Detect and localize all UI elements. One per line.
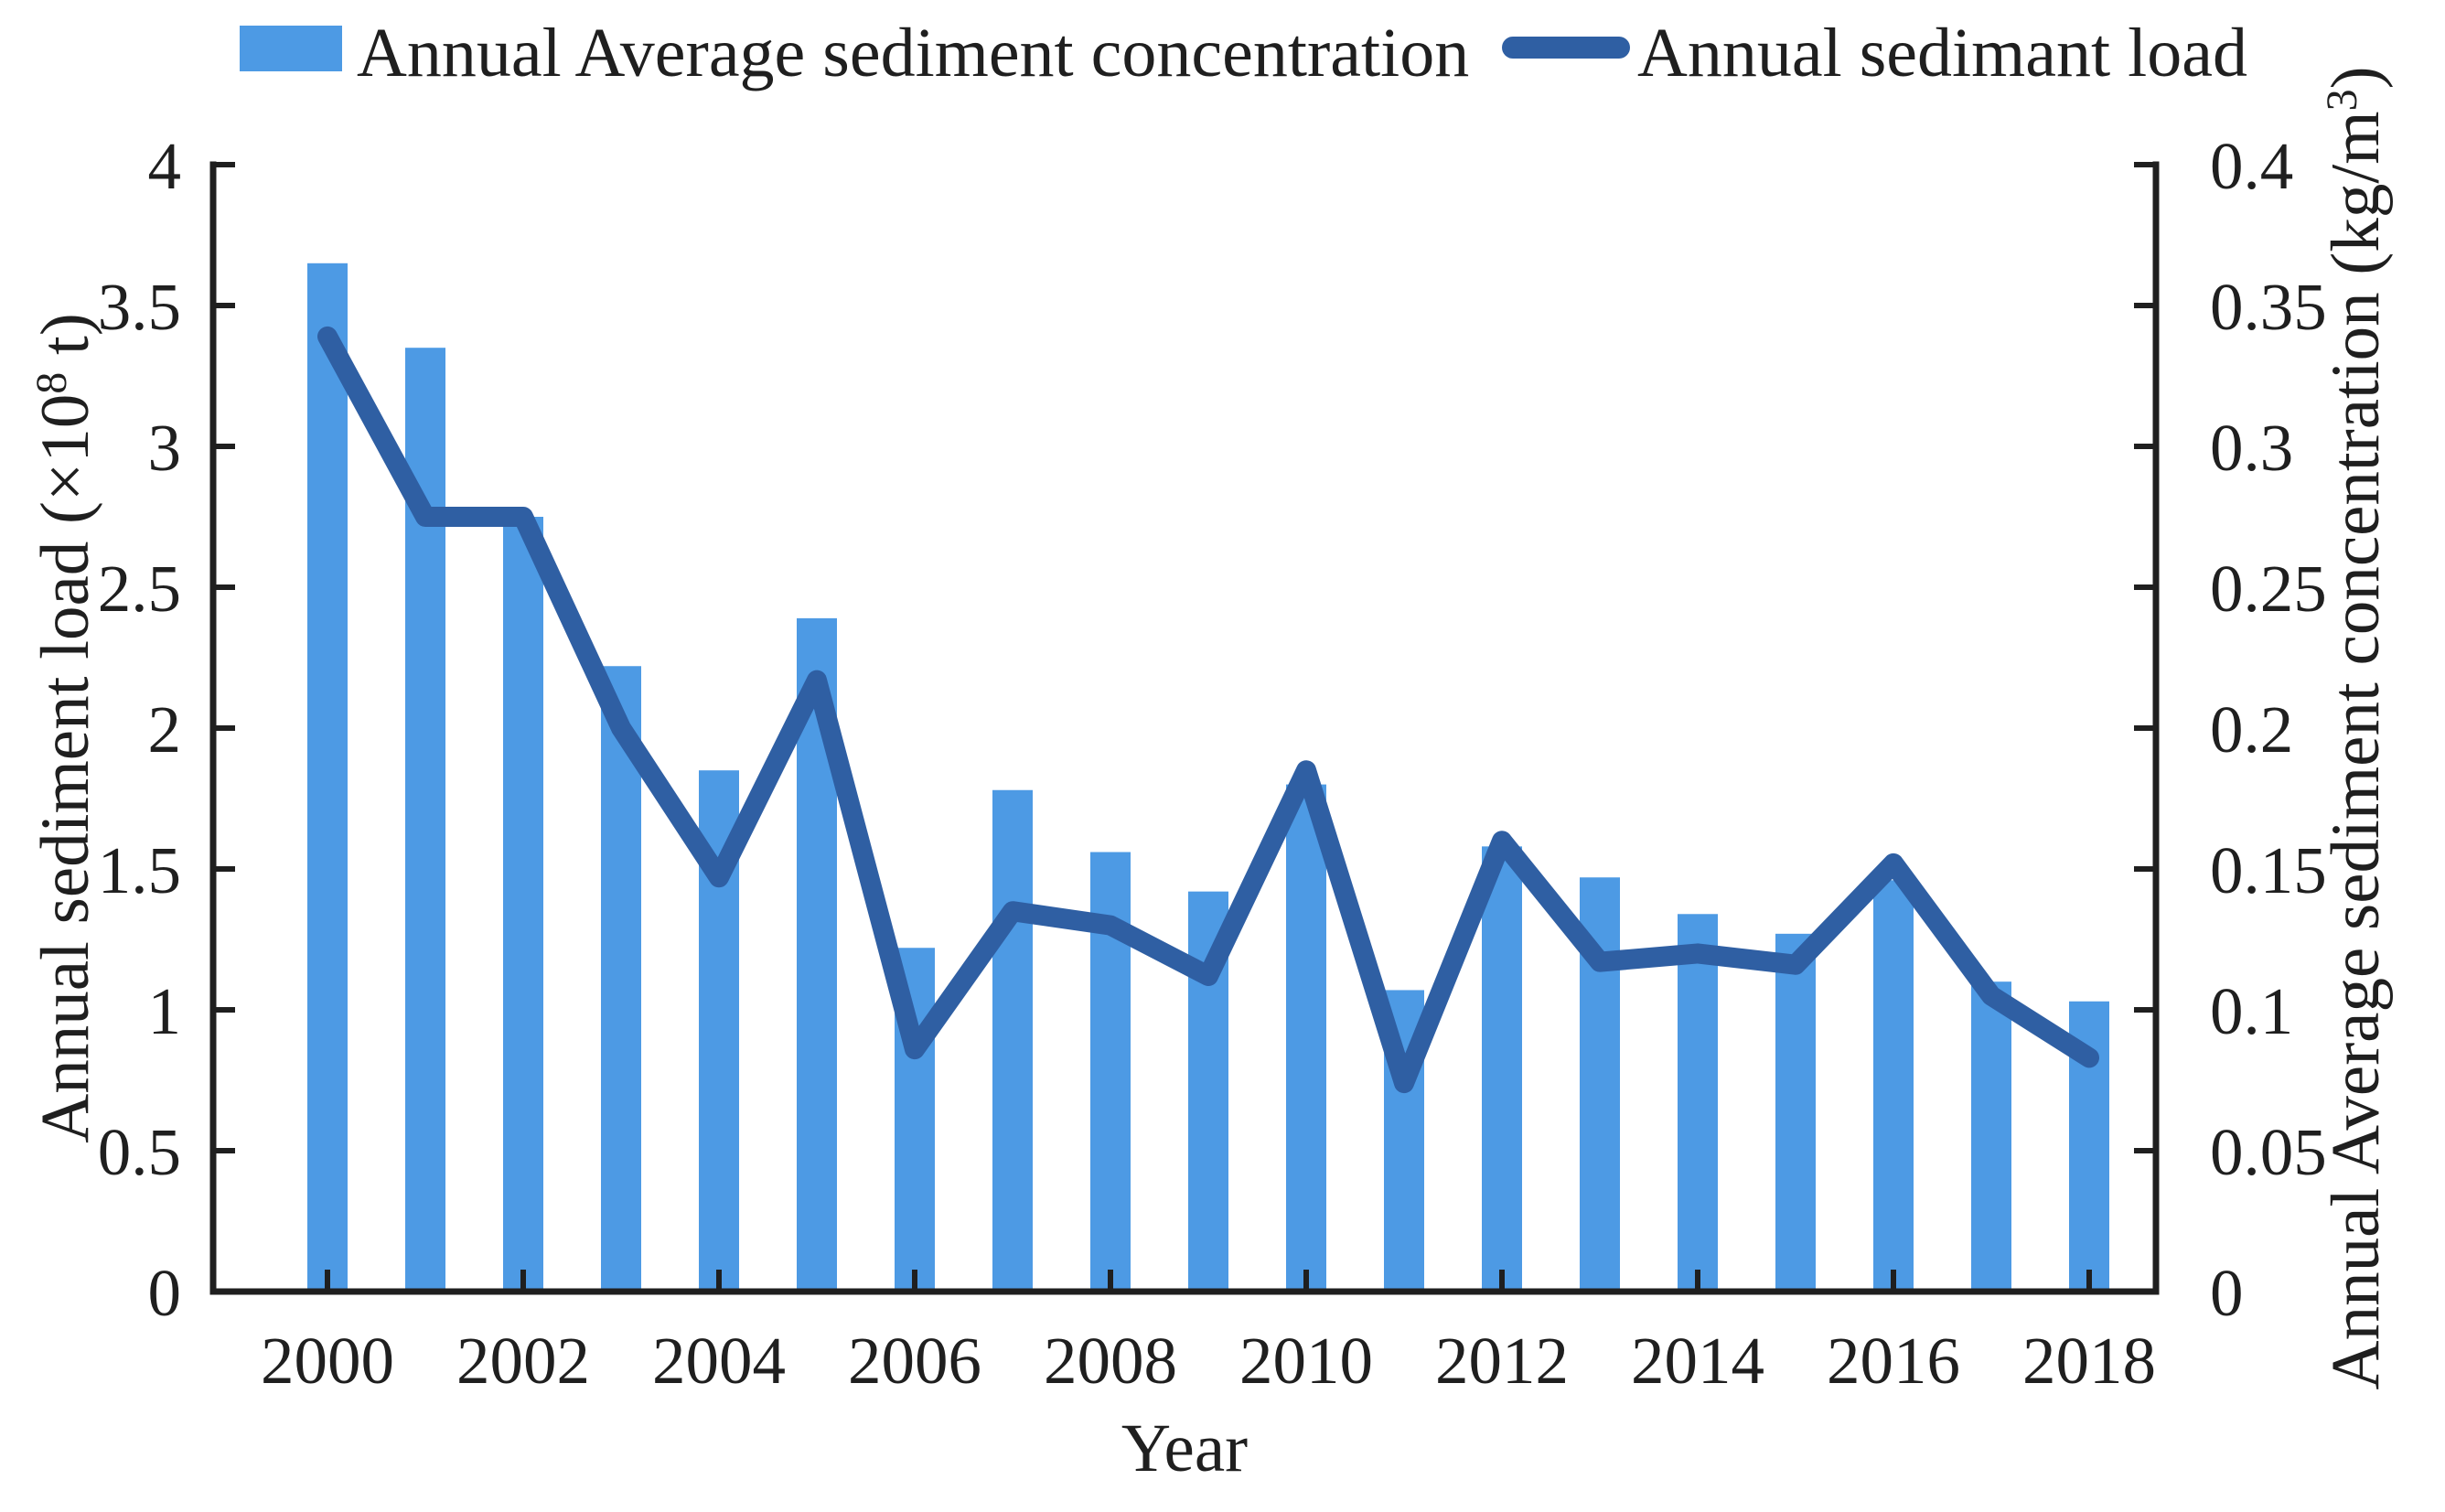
left-tick-label-3: 3: [148, 411, 182, 485]
right-tick-label-0.35: 0.35: [2210, 270, 2327, 344]
x-tick-label-2014: 2014: [1631, 1324, 1764, 1398]
right-tick-label-0.15: 0.15: [2210, 833, 2327, 907]
bar-2000: [307, 263, 348, 1292]
bar-2016: [1873, 880, 1914, 1292]
bar-2015: [1775, 933, 1816, 1292]
bar-2002: [503, 517, 543, 1292]
legend-bar-swatch: [240, 26, 342, 71]
x-tick-label-2004: 2004: [652, 1324, 786, 1398]
x-tick-label-2006: 2006: [848, 1324, 981, 1398]
left-tick-label-2: 2: [148, 692, 182, 767]
right-tick-label-0.3: 0.3: [2210, 411, 2293, 485]
bar-2017: [1971, 981, 2011, 1292]
bar-2003: [601, 666, 641, 1292]
right-tick-label-0: 0: [2210, 1256, 2244, 1330]
left-tick-label-1.5: 1.5: [98, 833, 181, 907]
x-tick-label-2012: 2012: [1435, 1324, 1569, 1398]
left-tick-label-0.5: 0.5: [98, 1115, 181, 1189]
bar-2007: [992, 789, 1033, 1292]
left-tick-label-0: 0: [148, 1256, 182, 1330]
right-tick-label-0.1: 0.1: [2210, 974, 2293, 1048]
x-tick-label-2002: 2002: [456, 1324, 590, 1398]
left-tick-label-2.5: 2.5: [98, 552, 181, 626]
x-tick-label-2010: 2010: [1239, 1324, 1373, 1398]
x-axis-title: Year: [1121, 1410, 1248, 1486]
bar-2012: [1482, 846, 1522, 1292]
load-line: [317, 326, 2099, 1094]
right-tick-label-0.25: 0.25: [2210, 552, 2327, 626]
left-tick-label-4: 4: [148, 129, 182, 203]
legend-line-label: Annual sedimant load: [1637, 15, 2247, 91]
right-axis-title: Annual Average sediment concentration (k…: [2318, 66, 2394, 1389]
x-tick-label-2016: 2016: [1827, 1324, 1960, 1398]
right-tick-label-0.2: 0.2: [2210, 692, 2293, 767]
right-tick-label-0.05: 0.05: [2210, 1115, 2327, 1189]
x-tick-label-2000: 2000: [261, 1324, 394, 1398]
plot-area: 0 0.5 1 1.5 2 2.5 3 3.5 4 0 0.05 0.1 0.15 0.2 0.25 0.3 0…: [98, 129, 2327, 1398]
legend: Annual Average sediment concentration An…: [240, 15, 2247, 91]
bar-2010: [1286, 784, 1326, 1292]
x-tick-label-2008: 2008: [1044, 1324, 1177, 1398]
left-axis-title: Annual sediment load (×108 t): [27, 313, 103, 1143]
right-tick-label-0.4: 0.4: [2210, 129, 2293, 203]
left-tick-label-3.5: 3.5: [98, 270, 181, 344]
left-tick-label-1: 1: [148, 974, 182, 1048]
bar-2014: [1678, 914, 1718, 1292]
legend-bar-label: Annual Average sediment concentration: [357, 15, 1469, 91]
x-tick-label-2018: 2018: [2022, 1324, 2156, 1398]
